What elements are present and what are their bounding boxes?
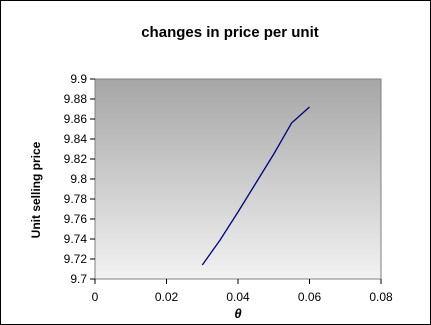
x-axis-label: θ (234, 306, 241, 321)
y-tick-label: 9.82 (64, 152, 88, 166)
series-layer (201, 106, 310, 266)
y-tick-label: 9.86 (64, 112, 88, 126)
y-tick-label: 9.9 (70, 72, 87, 86)
x-axis: 0 0.02 0.04 0.06 0.08 (92, 279, 393, 304)
y-tick-label: 9.72 (64, 252, 88, 266)
y-tick-label: 9.74 (64, 232, 88, 246)
x-tick-label: 0.06 (298, 290, 322, 304)
y-tick-label: 9.78 (64, 192, 88, 206)
series-line (201, 106, 310, 266)
x-tick-label: 0.04 (226, 290, 250, 304)
y-tick-label: 9.76 (64, 212, 88, 226)
y-tick-label: 9.84 (64, 132, 88, 146)
y-axis-label: Unit selling price (29, 141, 43, 238)
y-axis: 9.7 9.72 9.74 9.76 9.78 9.8 9.82 9.84 9.86 9.88 9.… (64, 72, 95, 286)
x-tick-label: 0 (92, 290, 99, 304)
plot-area (94, 78, 382, 280)
x-tick-label: 0.08 (369, 290, 393, 304)
chart-title: changes in price per unit (141, 24, 319, 41)
y-tick-label: 9.8 (70, 172, 87, 186)
y-tick-label: 9.88 (64, 92, 88, 106)
y-tick-label: 9.7 (70, 272, 87, 286)
x-tick-label: 0.02 (155, 290, 179, 304)
